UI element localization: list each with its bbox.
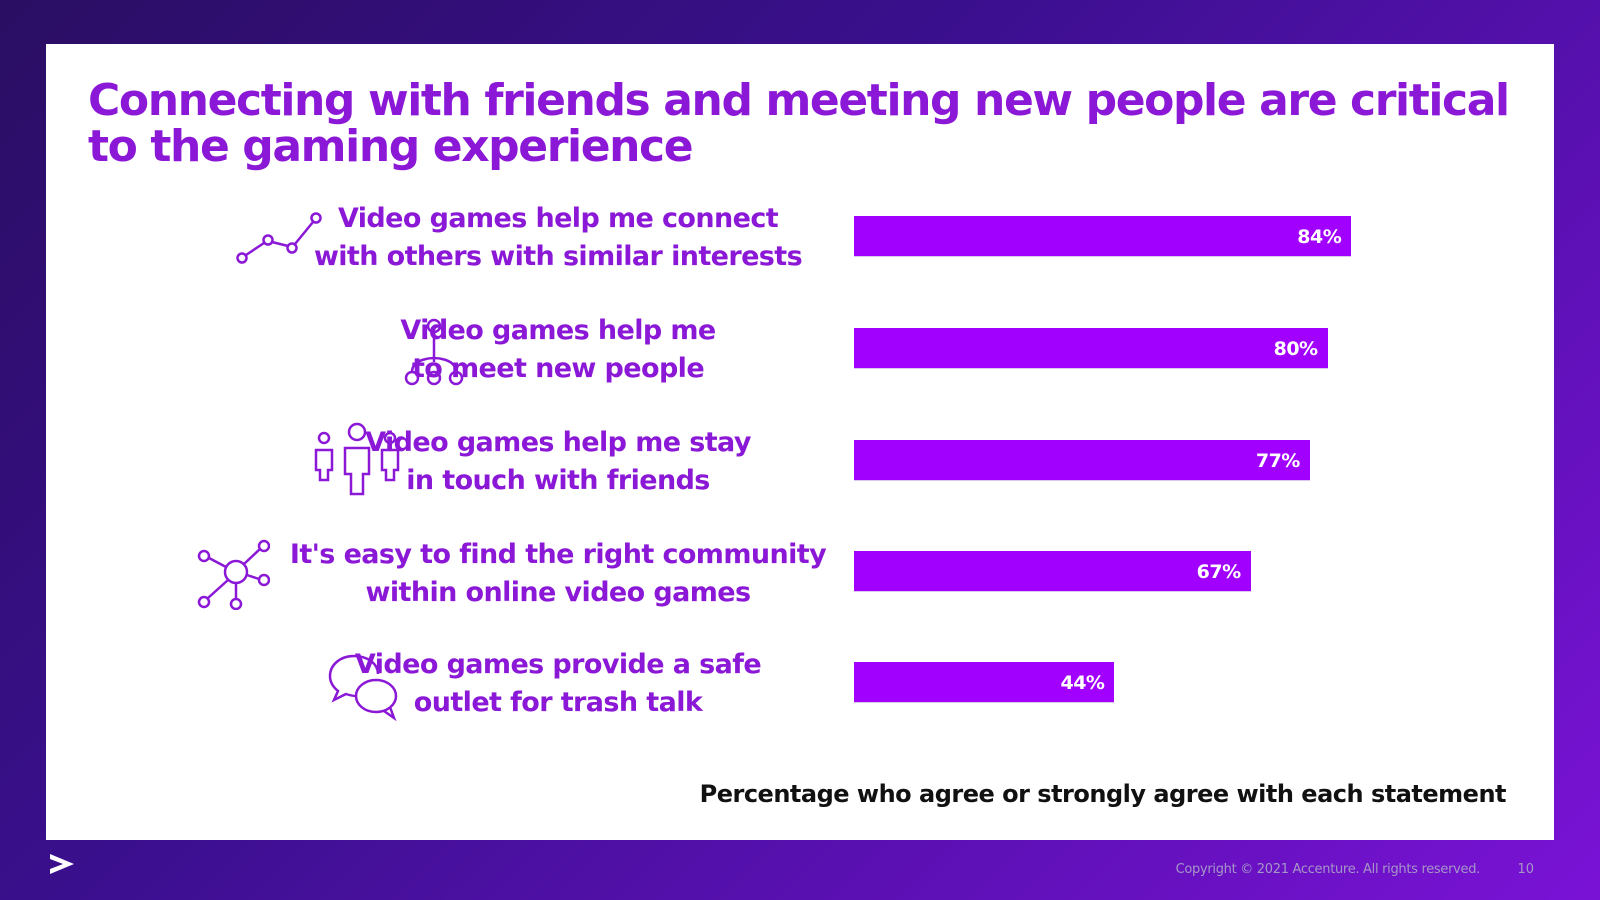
category-label-1-line-1: Video games help me connect	[337, 203, 779, 234]
trend-line-icon	[236, 210, 324, 266]
category-label-5-line-1: Video games provide a safe	[354, 649, 762, 680]
bar-1-value-label: 84%	[1297, 226, 1342, 248]
bar-5: 44%	[854, 662, 1115, 702]
bar-4: 67%	[854, 551, 1251, 591]
category-label-5: Video games provide a safe outlet for tr…	[278, 646, 838, 722]
bar-2-value-label: 80%	[1273, 338, 1318, 360]
category-label-3-line-1: Video games help me stay	[365, 427, 751, 458]
copyright-text: Copyright © 2021 Accenture. All rights r…	[1175, 862, 1481, 877]
chart-note: Percentage who agree or strongly agree w…	[699, 780, 1507, 808]
bar-5-value-label: 44%	[1060, 672, 1105, 694]
category-label-1: Video games help me connect with others …	[278, 200, 838, 276]
bar-3: 77%	[854, 440, 1310, 480]
chat-bubbles-icon	[328, 652, 400, 722]
bar-4-value-label: 67%	[1196, 561, 1241, 583]
category-label-2: Video games help me to meet new people	[278, 312, 838, 388]
page-number: 10	[1517, 862, 1534, 877]
category-label-3-line-2: in touch with friends	[406, 465, 710, 496]
accenture-greater-than-icon	[48, 852, 76, 880]
category-label-3: Video games help me stay in touch with f…	[278, 424, 838, 500]
people-group-icon	[312, 422, 402, 498]
category-label-4-line-2: within online video games	[365, 577, 752, 608]
slide-card: Connecting with friends and meeting new …	[46, 44, 1554, 840]
category-label-2-line-2: to meet new people	[411, 353, 705, 384]
category-label-1-line-2: with others with similar interests	[313, 241, 803, 272]
bar-1: 84%	[854, 216, 1352, 256]
category-label-2-line-1: Video games help me	[400, 315, 716, 346]
bar-3-value-label: 77%	[1255, 450, 1300, 472]
category-label-4: It's easy to find the right community wi…	[278, 536, 838, 612]
category-label-4-line-1: It's easy to find the right community	[289, 539, 827, 570]
network-hub-icon	[196, 538, 270, 610]
chart-title: Connecting with friends and meeting new …	[88, 75, 1510, 172]
bar-2: 80%	[854, 328, 1328, 368]
category-label-5-line-2: outlet for trash talk	[413, 687, 703, 718]
hierarchy-icon	[400, 318, 468, 388]
